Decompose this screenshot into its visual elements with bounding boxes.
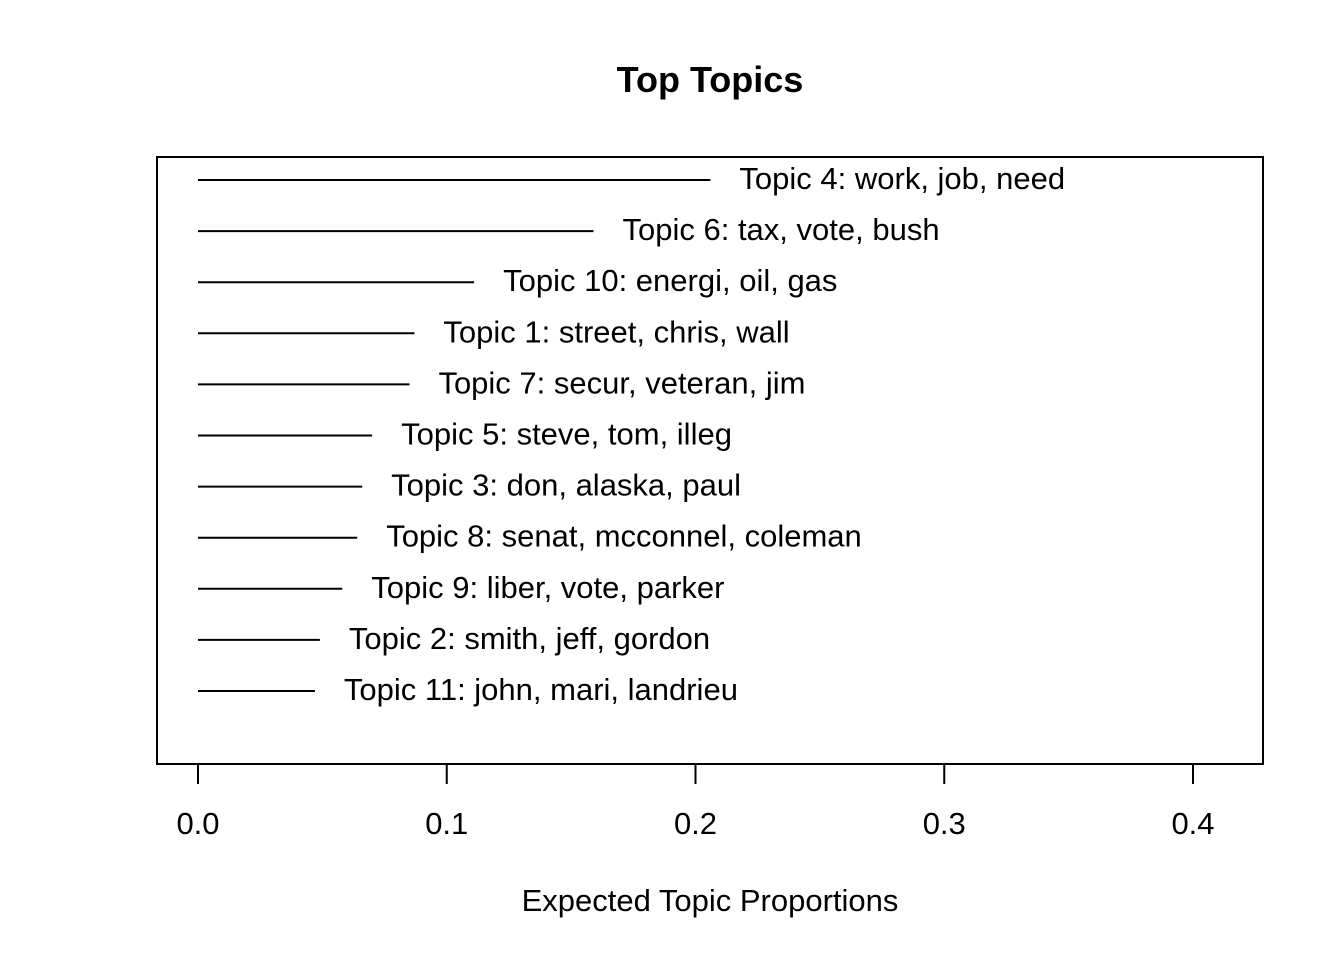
topic-label: Topic 9: liber, vote, parker — [371, 570, 724, 605]
topic-label: Topic 11: john, mari, landrieu — [344, 672, 738, 707]
x-axis-label: Expected Topic Proportions — [522, 883, 899, 918]
chart-title: Top Topics — [617, 59, 804, 100]
topic-label: Topic 6: tax, vote, bush — [623, 212, 940, 247]
x-tick-label: 0.1 — [425, 806, 468, 841]
x-tick-label: 0.4 — [1171, 806, 1214, 841]
x-tick-label: 0.3 — [923, 806, 966, 841]
topic-label: Topic 2: smith, jeff, gordon — [349, 621, 710, 656]
topic-lines: Topic 4: work, job, need Topic 6: tax, vo… — [198, 161, 1065, 707]
x-axis: 0.0 0.1 0.2 0.3 0.4 — [176, 763, 1215, 841]
x-tick-label: 0.2 — [674, 806, 717, 841]
topic-label: Topic 3: don, alaska, paul — [391, 468, 741, 503]
x-tick-label: 0.0 — [176, 806, 219, 841]
topic-label: Topic 7: secur, veteran, jim — [438, 365, 805, 400]
topic-label: Topic 10: energi, oil, gas — [503, 263, 837, 298]
topic-label: Topic 5: steve, tom, illeg — [401, 417, 732, 452]
topic-label: Topic 4: work, job, need — [739, 161, 1065, 196]
topic-label: Topic 8: senat, mcconnel, coleman — [386, 519, 862, 554]
topic-label: Topic 1: street, chris, wall — [443, 314, 789, 349]
